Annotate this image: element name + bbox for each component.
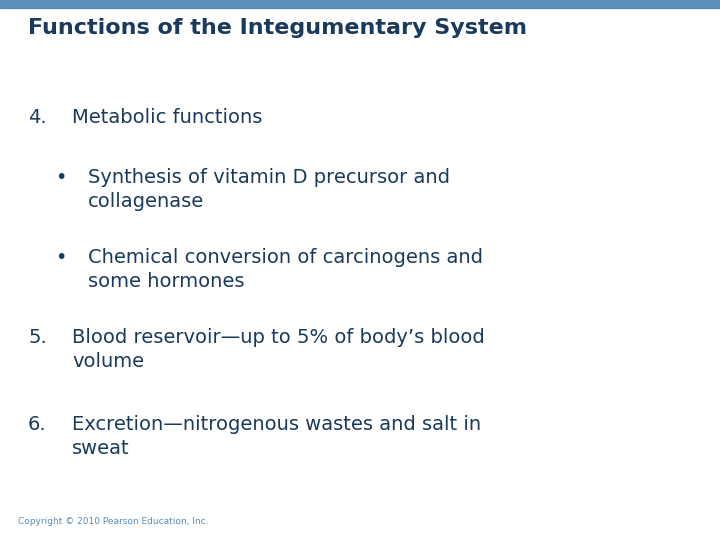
Text: 5.: 5.	[28, 328, 47, 347]
Text: Excretion—nitrogenous wastes and salt in
sweat: Excretion—nitrogenous wastes and salt in…	[72, 415, 481, 458]
Text: •: •	[55, 248, 66, 267]
Bar	[0, 0, 720, 8]
Text: Synthesis of vitamin D precursor and
collagenase: Synthesis of vitamin D precursor and col…	[88, 168, 450, 211]
Text: 4.: 4.	[28, 108, 47, 127]
Text: Blood reservoir—up to 5% of body’s blood
volume: Blood reservoir—up to 5% of body’s blood…	[72, 328, 485, 372]
Text: •: •	[55, 168, 66, 187]
Text: Functions of the Integumentary System: Functions of the Integumentary System	[28, 18, 527, 38]
Text: Chemical conversion of carcinogens and
some hormones: Chemical conversion of carcinogens and s…	[88, 248, 483, 291]
Text: 6.: 6.	[28, 415, 47, 434]
Text: Metabolic functions: Metabolic functions	[72, 108, 262, 127]
Text: Copyright © 2010 Pearson Education, Inc.: Copyright © 2010 Pearson Education, Inc.	[18, 517, 209, 526]
